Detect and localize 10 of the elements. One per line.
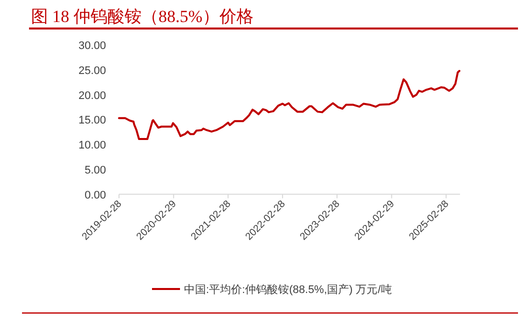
y-tick-label: 15.00: [78, 114, 106, 127]
legend-label: 中国:平均价:仲钨酸铵(88.5%,国产) 万元/吨: [184, 283, 392, 296]
y-tick-label: 0.00: [84, 189, 106, 202]
legend: 中国:平均价:仲钨酸铵(88.5%,国产) 万元/吨: [152, 284, 392, 296]
y-tick-label: 25.00: [78, 64, 106, 77]
y-tick-label: 30.00: [78, 40, 106, 52]
title: 图 18 仲钨酸铵（88.5%）价格: [31, 7, 254, 26]
y-tick-label: 5.00: [84, 164, 106, 176]
y-tick-label: 20.00: [78, 90, 106, 102]
y-tick-label: 10.00: [78, 140, 106, 152]
